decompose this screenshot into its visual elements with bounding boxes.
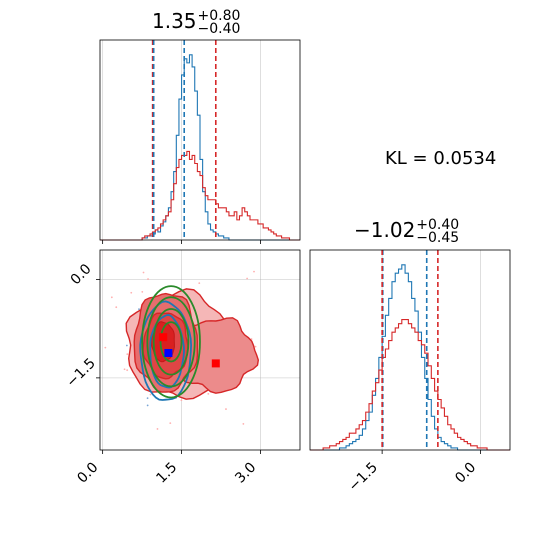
- histogram-series-1: [100, 150, 300, 241]
- scatter-point: [123, 368, 126, 371]
- scatter-point: [125, 344, 128, 347]
- top-histogram-title: 1.35 +0.80 −0.40: [152, 7, 241, 37]
- marker-point-1: [164, 349, 173, 357]
- title-upper-error: +0.80: [197, 7, 241, 24]
- panel-contour: 0.0 1.5 3.0 0.0 −1.5: [63, 249, 301, 487]
- top-histogram-frame: [99, 39, 301, 241]
- histogram-series-0: [100, 54, 300, 241]
- scatter-point: [149, 393, 152, 396]
- scatter-point: [246, 277, 249, 280]
- green-contour-0: [141, 285, 201, 399]
- y-tick-label: −1.5: [63, 355, 98, 390]
- right-histogram-frame: [309, 249, 511, 451]
- x-tick-label: 0.0: [74, 460, 101, 487]
- scatter-point: [130, 291, 133, 294]
- kl-divergence-label: KL = 0.0534: [385, 148, 497, 169]
- panel-top-histogram: [99, 39, 301, 244]
- green-contour-2: [152, 308, 190, 376]
- y-tick-label: 0.0: [68, 261, 95, 288]
- title-lower-error: −0.40: [197, 20, 241, 37]
- scatter-point: [138, 308, 140, 311]
- scatter-point: [110, 296, 113, 299]
- contour-body: [87, 250, 300, 450]
- x-tick-label: 0.0: [452, 460, 479, 487]
- panel-right-histogram: −1.5 0.0: [309, 249, 511, 495]
- scatter-point: [87, 314, 89, 316]
- scatter-point: [147, 278, 149, 280]
- scatter-point: [242, 423, 245, 425]
- scatter-point: [142, 271, 145, 274]
- title-upper-error: +0.40: [416, 216, 460, 233]
- x-tick-label: 1.5: [153, 460, 180, 487]
- scatter-point: [126, 369, 129, 372]
- green-contour-3: [159, 321, 183, 363]
- scatter-point: [115, 306, 118, 309]
- scatter-point: [98, 370, 100, 372]
- histogram-series-1: [310, 318, 510, 451]
- x-tick-label: −1.5: [346, 460, 381, 495]
- scatter-point: [146, 397, 149, 400]
- right-histogram-title: −1.02 +0.40 −0.45: [354, 216, 460, 246]
- marker-point-2: [211, 359, 220, 368]
- title-lower-error: −0.45: [416, 229, 460, 246]
- scatter-point: [141, 290, 144, 293]
- scatter-point: [146, 404, 149, 407]
- scatter-point: [225, 408, 227, 410]
- scatter-point: [169, 422, 172, 425]
- x-tick-label: 3.0: [232, 460, 259, 487]
- marker-point-0: [159, 333, 168, 342]
- histogram-series-0: [310, 264, 510, 451]
- scatter-point: [253, 270, 255, 273]
- green-contour-1: [146, 296, 196, 388]
- blue-contour-inner: [149, 314, 185, 389]
- scatter-point: [198, 282, 201, 285]
- scatter-point: [104, 346, 107, 349]
- scatter-point: [180, 399, 183, 402]
- scatter-point: [156, 428, 159, 430]
- scatter-point: [126, 353, 129, 356]
- scatter-point: [207, 393, 210, 395]
- contour-frame: [99, 249, 301, 451]
- scatter-point: [254, 345, 257, 348]
